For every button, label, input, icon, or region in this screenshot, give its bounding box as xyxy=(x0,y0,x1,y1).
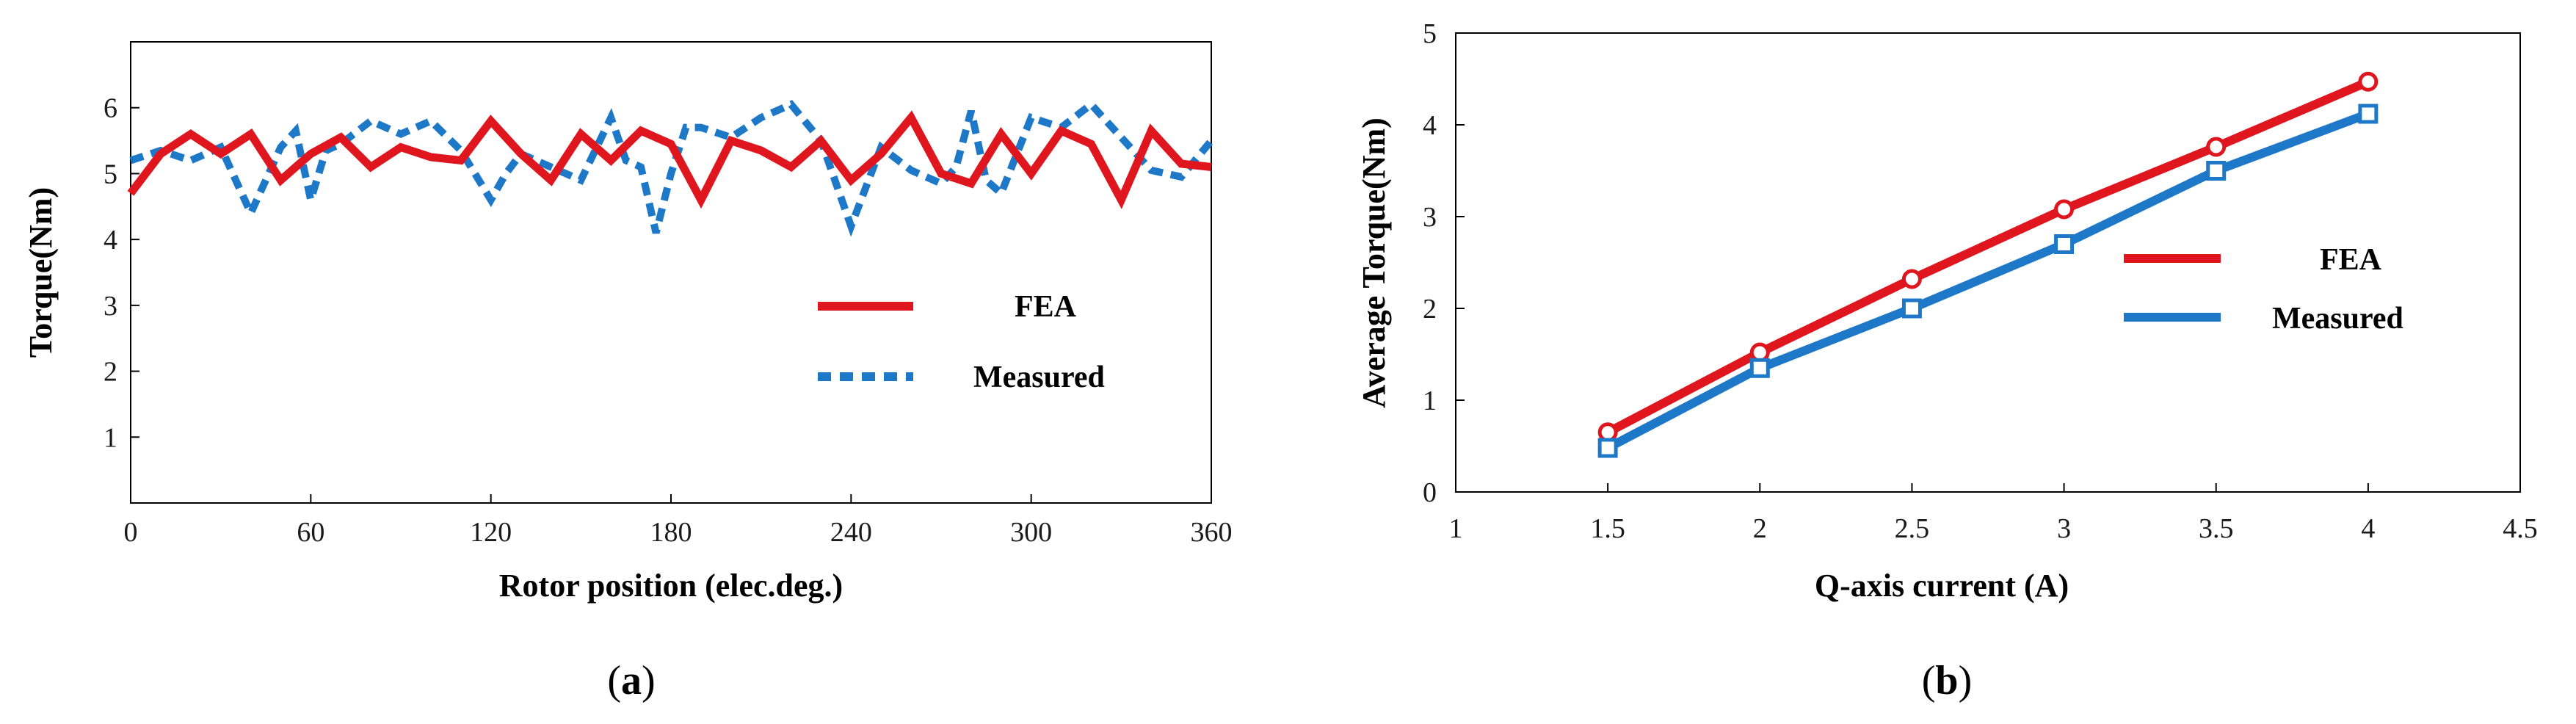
chart-a-xticks-group: 0 60 120 180 240 300 360 xyxy=(124,494,1233,548)
chart-a-ytick-label: 1 xyxy=(104,422,117,453)
chart-a-ytick-label: 2 xyxy=(104,357,117,388)
chart-a-ytick-label: 3 xyxy=(104,291,117,322)
chart-b-yticks-group: 0 1 2 3 4 5 xyxy=(1423,18,1465,508)
chart-b-fea-point xyxy=(2206,137,2227,157)
chart-b-ytick-label: 2 xyxy=(1423,294,1437,325)
chart-b-xtick-label: 2.5 xyxy=(1895,513,1930,544)
chart-b-legend-fea-label: FEA xyxy=(2320,243,2382,277)
chart-b-xtick-label: 1.5 xyxy=(1590,513,1625,544)
chart-b-xticks-group: 1 1.5 2 2.5 3 3.5 4 4.5 xyxy=(1449,483,2538,544)
chart-a-xtick-label: 0 xyxy=(124,517,138,548)
chart-a-ytick-label: 6 xyxy=(104,93,117,124)
chart-b-xtick-label: 3.5 xyxy=(2199,513,2234,544)
chart-a-xtick-label: 60 xyxy=(297,517,324,548)
chart-b-series-fea-line xyxy=(1606,77,2370,437)
chart-b-fea-point xyxy=(1749,342,1770,363)
chart-b-fea-point xyxy=(2358,71,2379,92)
chart-b-ytick-label: 5 xyxy=(1423,18,1437,49)
chart-b-xtick-label: 3 xyxy=(2057,513,2071,544)
chart-a-yticks-group: 1 2 3 4 5 6 xyxy=(104,93,139,453)
chart-b-legend-measured-label: Measured xyxy=(2272,302,2403,336)
chart-a-ytick-label: 4 xyxy=(104,225,117,256)
chart-b-fea-point xyxy=(1597,422,1618,443)
chart-b-fea-point xyxy=(2054,199,2075,220)
chart-a-xtick-label: 180 xyxy=(650,517,692,548)
chart-b-xtick-label: 4 xyxy=(2361,513,2375,544)
chart-a-xtick-label: 240 xyxy=(830,517,872,548)
chart-b-xtick-label: 2 xyxy=(1753,513,1767,544)
chart-a-legend-measured-label: Measured xyxy=(973,361,1105,394)
chart-a: 0 60 120 180 240 300 360 1 2 3 4 5 6 Rotor position… xyxy=(23,41,1233,703)
chart-a-xtick-label: 300 xyxy=(1010,517,1052,548)
chart-b-fea-point xyxy=(1901,269,1922,289)
chart-b-measured-point xyxy=(2206,161,2227,181)
chart-b-ytick-label: 4 xyxy=(1423,110,1437,141)
chart-a-xtick-label: 360 xyxy=(1191,517,1233,548)
chart-b-caption: (b) xyxy=(1922,658,1972,703)
chart-b-xlabel: Q-axis current (A) xyxy=(1815,568,2069,604)
chart-b-measured-point xyxy=(2358,104,2379,124)
chart-a-ylabel: Torque(Nm) xyxy=(23,187,59,358)
chart-a-series-group xyxy=(127,99,1214,237)
chart-b-xtick-label: 4.5 xyxy=(2503,513,2538,544)
chart-a-xtick-label: 120 xyxy=(470,517,512,548)
chart-b-xtick-label: 1 xyxy=(1449,513,1463,544)
chart-a-legend: FEA Measured xyxy=(818,290,1105,394)
chart-b-series-group xyxy=(1597,71,2379,458)
chart-b-ytick-label: 3 xyxy=(1423,202,1437,233)
chart-b-ytick-label: 1 xyxy=(1423,385,1437,416)
chart-b-measured-point xyxy=(2054,234,2075,254)
chart-a-plot-frame xyxy=(130,41,1212,504)
chart-b-ytick-label: 0 xyxy=(1423,477,1437,508)
chart-a-xlabel: Rotor position (elec.deg.) xyxy=(499,568,843,604)
chart-b-measured-point xyxy=(1749,358,1770,378)
chart-a-ytick-label: 5 xyxy=(104,159,117,189)
chart-b-measured-point xyxy=(1901,298,1922,319)
chart-b-series-measured-line xyxy=(1606,109,2370,452)
chart-b-ylabel: Average Torque(Nm) xyxy=(1356,117,1392,408)
chart-a-legend-fea-label: FEA xyxy=(1015,290,1077,324)
chart-a-series-fea-line xyxy=(127,110,1212,209)
chart-b-measured-point xyxy=(1597,438,1618,458)
chart-b-legend: FEA Measured xyxy=(2124,243,2403,336)
chart-b-plot-frame xyxy=(1455,32,2521,493)
chart-a-caption: (a) xyxy=(607,658,655,703)
